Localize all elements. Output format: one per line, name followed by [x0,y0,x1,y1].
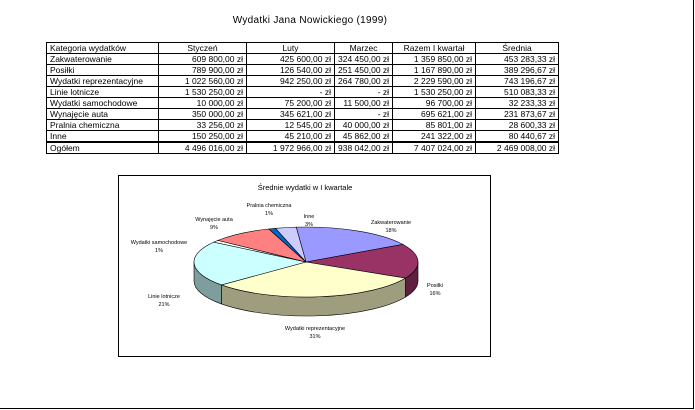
row-category: Linie lotnicze [46,86,159,98]
cell-average: 80 440,67 zł [475,130,560,143]
table-row: Zakwaterowanie 609 800,00 zł 425 600,00 … [46,53,560,65]
row-category: Posiłki [46,64,159,76]
row-category: Zakwaterowanie [46,53,159,65]
cell-quarter-total: 1 167 890,00 zł [392,64,477,76]
cell-january: 10 000,00 zł [158,97,247,109]
cell-february: 425 600,00 zł [246,53,335,65]
pie-labels: Zakwaterowanie 18% Posiłki 16% Wydatki repre… [131,203,443,340]
row-category: Inne [46,130,159,143]
pie-label-wydatki-reprezentacyjne: Wydatki reprezentacyjne [285,326,345,332]
cell-quarter-total: 2 229 590,00 zł [392,75,477,87]
cell-january: 609 800,00 zł [158,53,247,65]
pie-label-posilki: Posiłki [427,283,443,289]
cell-february: 345 621,00 zł [246,108,335,120]
cell-march: 324 450,00 zł [333,53,394,65]
cell-february: 126 540,00 zł [246,64,335,76]
cell-average: 510 083,33 zł [475,86,560,98]
cell-march: - zł [333,86,394,98]
pie-label-wydatki-samochodowe: Wydatki samochodowe [131,240,188,246]
cell-january: 789 900,00 zł [158,64,247,76]
cell-quarter-total: 1 530 250,00 zł [392,86,477,98]
cell-march: 40 000,00 zł [333,119,394,131]
table-row: Posiłki 789 900,00 zł 126 540,00 zł 251 … [46,64,560,76]
total-label: Ogółem [46,141,159,154]
pie-percent-wynajecie-auta: 9% [210,225,218,231]
header-category: Kategoria wydatków [46,42,159,54]
pie-chart-canvas: Średnie wydatki w I kwartale Zakwaterowa… [131,183,443,340]
sheet-title: Wydatki Jana Nowickiego (1999) [232,15,388,26]
table-row: Wydatki reprezentacyjne 1 022 560,00 zł … [46,75,560,87]
table-row: Wydatki samochodowe 10 000,00 zł 75 200,… [46,97,560,109]
pie-percent-wydatki-reprezentacyjne: 31% [309,334,320,340]
cell-average: 453 283,33 zł [475,53,560,65]
total-february: 1 972 966,00 zł [246,141,335,154]
pie-percent-zakwaterowanie: 18% [385,228,396,234]
table-row: Wynajęcie auta 350 000,00 zł 345 621,00 … [46,108,560,120]
pie-label-pralnia-chemiczna: Pralnia chemiczna [247,203,293,209]
expenses-table: Kategoria wydatków Styczeń Luty Marzec R… [46,42,560,154]
pie-percent-wydatki-samochodowe: 1% [155,248,163,254]
row-category: Wynajęcie auta [46,108,159,120]
cell-average: 32 233,33 zł [475,97,560,109]
total-quarter: 7 407 024,00 zł [392,141,477,154]
pie-percent-linie-lotnicze: 21% [158,302,169,308]
total-average: 2 469 008,00 zł [475,141,560,154]
cell-january: 1 530 250,00 zł [158,86,247,98]
cell-february: 45 210,00 zł [246,130,335,143]
cell-march: - zł [333,108,394,120]
cell-march: 45 862,00 zł [333,130,394,143]
header-quarter-total: Razem I kwartał [392,42,477,54]
pie-percent-inne: 3% [305,222,313,228]
pie-percent-posilki: 16% [429,291,440,297]
row-category: Wydatki reprezentacyjne [46,75,159,87]
pie-label-wynajecie-auta: Wynajęcie auta [195,217,233,223]
pie-slice-wydatki-reprezentacyjne [220,261,407,298]
cell-quarter-total: 96 700,00 zł [392,97,477,109]
cell-january: 1 022 560,00 zł [158,75,247,87]
table-header-row: Kategoria wydatków Styczeń Luty Marzec R… [46,42,560,54]
pie-slice-linie-lotnicze [193,241,307,286]
header-march: Marzec [333,42,394,54]
cell-march: 11 500,00 zł [333,97,394,109]
cell-february: - zł [246,86,335,98]
cell-march: 251 450,00 zł [333,64,394,76]
header-february: Luty [246,42,335,54]
row-category: Pralnia chemiczna [46,119,159,131]
total-march: 938 042,00 zł [333,141,394,154]
cell-february: 12 545,00 zł [246,119,335,131]
cell-march: 264 780,00 zł [333,75,394,87]
cell-average: 231 873,67 zł [475,108,560,120]
cell-january: 350 000,00 zł [158,108,247,120]
pie-slice-zakwaterowanie [295,226,404,263]
table-row: Pralnia chemiczna 33 256,00 zł 12 545,00… [46,119,560,131]
cell-january: 150 250,00 zł [158,130,247,143]
cell-quarter-total: 85 801,00 zł [392,119,477,131]
pie-slices [193,226,419,298]
cell-january: 33 256,00 zł [158,119,247,131]
pie-label-zakwaterowanie: Zakwaterowanie [371,220,411,226]
cell-quarter-total: 1 359 850,00 zł [392,53,477,65]
cell-february: 75 200,00 zł [246,97,335,109]
pie-slice-posilki [305,244,419,279]
pie-chart: Średnie wydatki w I kwartale Zakwaterowa… [118,175,491,357]
table-row: Inne 150 250,00 zł 45 210,00 zł 45 862,0… [46,130,560,143]
table-total-row: Ogółem 4 496 016,00 zł 1 972 966,00 zł 9… [46,141,560,154]
pie-slice-inne [274,226,307,263]
pie-label-linie-lotnicze: Linie lotnicze [148,294,180,300]
cell-quarter-total: 695 621,00 zł [392,108,477,120]
cell-average: 389 296,67 zł [475,64,560,76]
header-january: Styczeń [158,42,247,54]
chart-title: Średnie wydatki w I kwartale [258,183,353,192]
cell-february: 942 250,00 zł [246,75,335,87]
pie-label-inne: Inne [304,214,315,220]
cell-average: 743 196,67 zł [475,75,560,87]
pie-percent-pralnia-chemiczna: 1% [265,211,273,217]
header-average: Średnia [475,42,560,54]
cell-quarter-total: 241 322,00 zł [392,130,477,143]
row-category: Wydatki samochodowe [46,97,159,109]
cell-average: 28 600,33 zł [475,119,560,131]
total-january: 4 496 016,00 zł [158,141,247,154]
table-row: Linie lotnicze 1 530 250,00 zł - zł - zł… [46,86,560,98]
